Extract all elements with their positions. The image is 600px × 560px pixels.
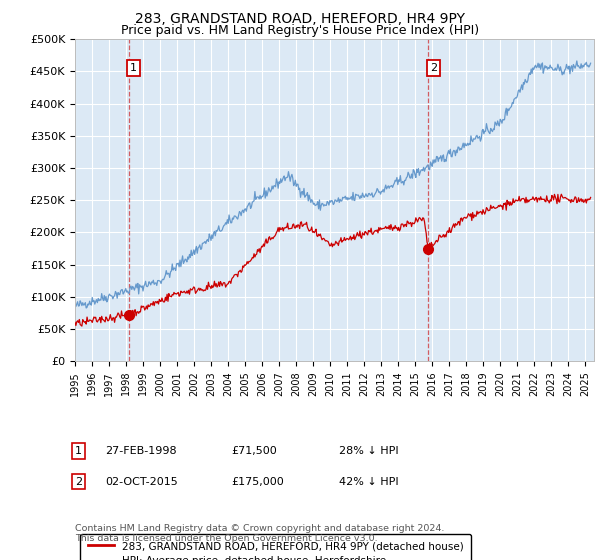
Text: 2: 2 <box>75 477 82 487</box>
Text: £175,000: £175,000 <box>231 477 284 487</box>
Text: 283, GRANDSTAND ROAD, HEREFORD, HR4 9PY: 283, GRANDSTAND ROAD, HEREFORD, HR4 9PY <box>135 12 465 26</box>
Text: 02-OCT-2015: 02-OCT-2015 <box>105 477 178 487</box>
Text: 2: 2 <box>430 63 437 73</box>
Text: Contains HM Land Registry data © Crown copyright and database right 2024.
This d: Contains HM Land Registry data © Crown c… <box>75 524 445 543</box>
Text: 42% ↓ HPI: 42% ↓ HPI <box>339 477 398 487</box>
Text: 1: 1 <box>75 446 82 456</box>
Text: 28% ↓ HPI: 28% ↓ HPI <box>339 446 398 456</box>
Legend: 283, GRANDSTAND ROAD, HEREFORD, HR4 9PY (detached house), HPI: Average price, de: 283, GRANDSTAND ROAD, HEREFORD, HR4 9PY … <box>80 534 471 560</box>
Text: Price paid vs. HM Land Registry's House Price Index (HPI): Price paid vs. HM Land Registry's House … <box>121 24 479 36</box>
Text: 1: 1 <box>130 63 137 73</box>
Text: 27-FEB-1998: 27-FEB-1998 <box>105 446 176 456</box>
Text: £71,500: £71,500 <box>231 446 277 456</box>
